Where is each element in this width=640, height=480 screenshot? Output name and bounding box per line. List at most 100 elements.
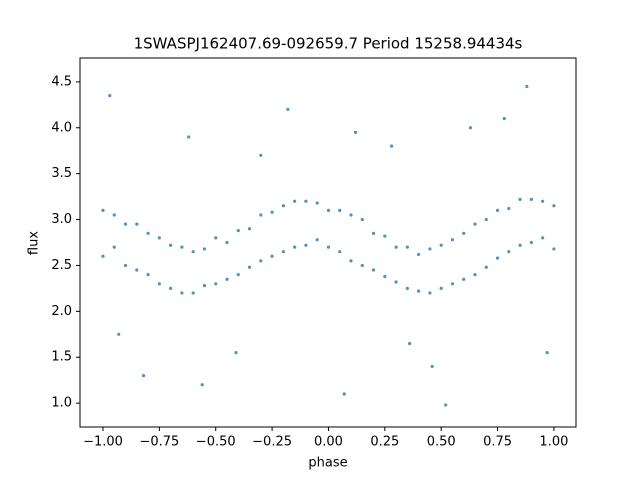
x-tick-label: 0.75 [483,435,512,450]
data-point [202,284,207,288]
data-point [281,250,285,254]
data-point [270,254,274,258]
data-point [135,268,139,272]
data-point [108,94,112,98]
data-point [450,282,455,286]
data-point [439,286,443,290]
data-point [259,153,263,157]
data-point [191,291,195,295]
data-point [112,213,116,217]
data-point [281,204,285,208]
data-point [473,222,477,226]
data-point [315,201,319,205]
data-point [112,245,116,249]
data-point [101,254,105,258]
data-point [315,238,319,242]
data-point [541,236,545,240]
data-point [286,107,290,112]
data-point [383,274,387,279]
x-tick-label: 0.25 [370,435,399,450]
x-tick-label: −1.00 [83,435,123,450]
y-tick-label: 4.0 [51,120,72,135]
data-point [349,259,353,263]
data-point [234,351,238,355]
y-tick-label: 2.0 [51,304,72,319]
data-point [430,364,434,369]
x-tick-label: 1.00 [539,435,568,450]
data-point [428,291,432,295]
data-point [117,332,121,336]
y-tick-label: 4.5 [51,74,72,89]
data-point [529,197,533,201]
data-point [157,282,161,286]
data-point [146,273,150,277]
x-tick-label: 0.50 [427,435,456,450]
data-point [202,247,207,251]
data-point [236,273,240,277]
data-point [338,250,342,254]
data-point [135,222,139,226]
data-point [405,286,409,290]
data-point [360,217,364,222]
y-axis-label: flux [27,231,42,255]
x-tick-label: −0.25 [252,435,292,450]
data-point [169,243,173,247]
data-point [389,144,394,148]
y-tick-label: 2.5 [51,258,72,273]
data-point [428,247,432,251]
data-point [495,256,500,260]
data-point [484,217,488,222]
data-point [462,231,466,235]
data-point [141,373,146,378]
x-axis-label: phase [308,456,347,471]
data-point [502,116,506,121]
data-point [444,403,448,407]
data-point [293,199,297,203]
data-point [326,245,331,249]
data-point [439,243,443,247]
data-point [187,135,191,139]
data-point [247,265,252,269]
data-point [371,231,376,235]
data-point [270,210,274,214]
data-point [123,263,128,268]
data-point [545,351,549,355]
data-point [214,236,218,240]
data-point [259,213,263,217]
y-tick-label: 1.0 [51,396,72,411]
data-point [146,231,150,235]
data-point [529,240,533,245]
chart-title: 1SWASPJ162407.69-092659.7 Period 15258.9… [134,35,523,53]
data-point [507,250,511,254]
data-point [417,252,421,257]
x-tick-label: −0.75 [139,435,179,450]
data-point [371,268,376,272]
data-point [417,289,421,293]
x-tick-label: −0.50 [196,435,236,450]
data-point [236,228,240,233]
data-point [191,250,195,254]
data-point [214,282,218,286]
y-tick-label: 3.5 [51,166,72,181]
data-point [225,240,229,245]
data-point [468,126,473,130]
data-point [507,206,511,211]
data-point [180,291,184,295]
data-point [304,243,308,247]
data-point [408,341,412,346]
data-point [484,265,488,269]
data-point [383,234,387,238]
data-point [225,277,229,281]
data-point [473,273,477,277]
data-point [518,243,522,247]
data-point [169,286,173,290]
data-point [123,222,128,226]
data-point [349,213,353,217]
data-point [338,208,342,212]
x-tick-label: 0.00 [314,435,343,450]
data-point [360,263,364,268]
data-point [525,84,529,89]
y-tick-label: 1.5 [51,350,72,365]
data-point [180,245,184,249]
data-point [552,247,556,251]
